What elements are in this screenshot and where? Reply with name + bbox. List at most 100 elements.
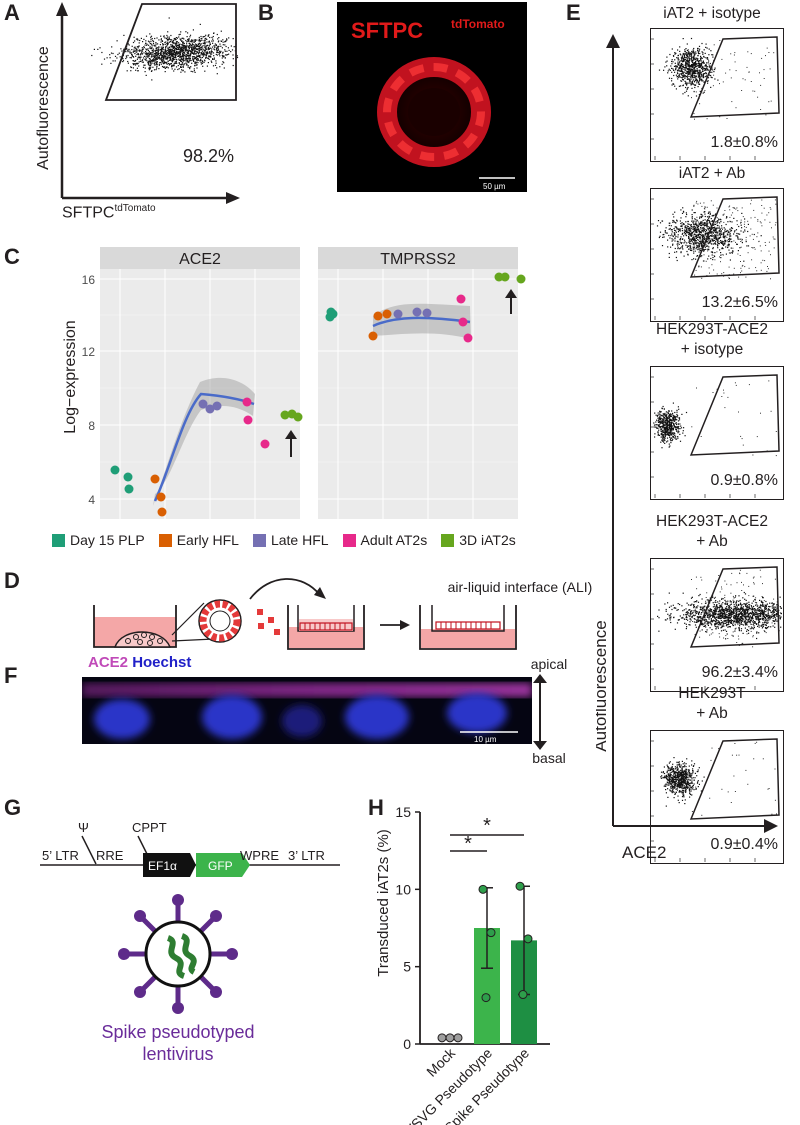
panel-e-plot-title: iAT2 + isotype bbox=[632, 4, 792, 24]
panel-e-title-line1: iAT2 + isotype bbox=[663, 5, 761, 22]
panel-c-ytick: 12 bbox=[82, 345, 96, 359]
legend-label: Adult AT2s bbox=[360, 532, 428, 548]
panel-e-title-line2: + Ab bbox=[696, 705, 728, 722]
panel-e-facs-plot bbox=[650, 366, 784, 500]
panel-h-tick-label: 5 bbox=[403, 959, 411, 975]
panel-h-point bbox=[453, 1033, 463, 1043]
panel-c-ytick: 8 bbox=[88, 419, 95, 433]
panel-b-title-main: SFTPC bbox=[351, 18, 423, 43]
panel-label-c: C bbox=[4, 244, 20, 269]
panel-g-ltr5: 5’ LTR bbox=[42, 848, 79, 863]
panel-h-point bbox=[445, 1033, 455, 1043]
panel-e-percent: 1.8±0.8% bbox=[710, 134, 779, 151]
panel-g-gfp: GFP bbox=[208, 859, 233, 873]
legend-item: Day 15 PLP bbox=[52, 532, 145, 548]
panel-a-percent: 98.2% bbox=[183, 146, 234, 166]
panel-f-axis-arrow bbox=[533, 674, 547, 750]
panel-e-facs-plot bbox=[650, 558, 784, 692]
panel-label-g: G bbox=[4, 795, 22, 820]
panel-e-xlabel: ACE2 bbox=[622, 843, 667, 862]
panel-h-point bbox=[515, 881, 525, 891]
legend-swatch bbox=[52, 533, 65, 547]
virus-icon bbox=[118, 894, 238, 1014]
legend-label: Late HFL bbox=[270, 532, 329, 548]
panel-label-d: D bbox=[4, 568, 20, 593]
legend-swatch bbox=[158, 533, 172, 547]
panel-b-microscopy-image: SFTPC tdTomato 50 µm bbox=[337, 2, 527, 192]
panel-a-xlabel-sup: tdTomato bbox=[114, 203, 156, 214]
panel-h-tick-label: 15 bbox=[395, 804, 411, 820]
panel-e-facs-plot bbox=[650, 188, 784, 322]
panel-b-scalebar: 50 µm bbox=[483, 182, 506, 191]
panel-c-facet-ace2: ACE2 bbox=[179, 251, 221, 268]
panel-h-sig-star: * bbox=[483, 815, 491, 837]
panel-c-ytick: 4 bbox=[88, 493, 95, 507]
legend-item: Early HFL bbox=[158, 532, 239, 548]
panel-e-plot-title: HEK293T + Ab bbox=[632, 684, 792, 724]
panel-e-title-line1: HEK293T bbox=[678, 685, 746, 702]
panel-e-percent: 13.2±6.5% bbox=[701, 294, 778, 311]
panel-e-facs-plot bbox=[650, 730, 784, 864]
panel-h-point bbox=[481, 993, 491, 1003]
legend-label: 3D iAT2s bbox=[459, 532, 516, 548]
panel-e-ylabel: Autofluorescence bbox=[596, 620, 610, 751]
panel-e-axes: Autofluorescence bbox=[596, 34, 778, 833]
panel-e-plot-title: iAT2 + Ab bbox=[632, 164, 792, 184]
panel-h-point bbox=[437, 1033, 447, 1043]
panel-g-caption-line2: lentivirus bbox=[142, 1044, 213, 1064]
panel-c-legend: Day 15 PLP Early HFL Late HFL Adult AT2s… bbox=[52, 532, 530, 548]
panel-g-wpre: WPRE bbox=[240, 848, 279, 863]
panel-e-title-line1: HEK293T-ACE2 bbox=[656, 321, 768, 338]
panel-b-title-sup: tdTomato bbox=[451, 17, 505, 31]
panel-e-title-line2: + isotype bbox=[680, 341, 744, 358]
panel-f-scalebar: 10 µm bbox=[474, 735, 497, 744]
legend-label: Day 15 PLP bbox=[70, 532, 145, 548]
panel-e-percent: 0.9±0.8% bbox=[710, 472, 779, 489]
panel-g-psi: Ψ bbox=[78, 820, 89, 835]
legend-swatch bbox=[441, 533, 455, 547]
panel-label-a: A bbox=[4, 0, 20, 25]
panel-e-title-line2: + Ab bbox=[696, 533, 728, 550]
panel-h-point bbox=[523, 934, 533, 944]
panel-h-tick-label: 0 bbox=[403, 1036, 411, 1052]
panel-c-points-ace2 bbox=[110, 397, 303, 517]
panel-h-sig-star: * bbox=[464, 833, 472, 855]
legend-swatch bbox=[252, 533, 266, 547]
panel-a-xlabel: SFTPCtdTomato bbox=[62, 203, 156, 222]
panel-e-percent: 0.9±0.4% bbox=[710, 836, 779, 853]
panel-g-rre: RRE bbox=[96, 848, 124, 863]
panel-label-b: B bbox=[258, 0, 274, 25]
panel-f-stain-ace2: ACE2 bbox=[88, 654, 129, 671]
panel-g-cppt: CPPT bbox=[132, 820, 167, 835]
panel-c-points-tmprss2 bbox=[325, 272, 526, 343]
panel-e-title-line1: iAT2 + Ab bbox=[678, 165, 746, 182]
panel-c-ytick: 16 bbox=[82, 273, 96, 287]
panel-h-ylabel: Transduced iAT2s (%) bbox=[375, 829, 392, 977]
panel-h-tick-label: 10 bbox=[395, 881, 411, 897]
panel-g-caption-line1: Spike pseudotyped bbox=[101, 1022, 254, 1042]
legend-item: Late HFL bbox=[252, 532, 329, 548]
panel-e-plot-title: HEK293T-ACE2 + Ab bbox=[632, 512, 792, 552]
panel-a-facs-plot: Autofluorescence 98.2% bbox=[35, 2, 240, 204]
panel-h-point bbox=[518, 990, 528, 1000]
panel-f-stain-labels: ACE2 Hoechst bbox=[88, 654, 191, 671]
panel-h-point bbox=[478, 884, 488, 894]
panel-e-facs-plot bbox=[650, 28, 784, 162]
panel-d-schematic: air-liquid interface (ALI) bbox=[93, 578, 593, 650]
panel-g-ltr3: 3’ LTR bbox=[288, 848, 325, 863]
panel-d-ali-label: air-liquid interface (ALI) bbox=[448, 579, 593, 595]
panel-g-lentivirus-schematic: Ψ CPPT 5’ LTR RRE EF1α GFP WPRE 3’ LTR S… bbox=[40, 820, 340, 1064]
panel-f-stain-hoechst: Hoechst bbox=[132, 654, 192, 671]
panel-label-f: F bbox=[4, 663, 18, 688]
panel-c-facet-tmprss2: TMPRSS2 bbox=[380, 251, 456, 268]
legend-swatch bbox=[342, 533, 356, 547]
legend-item: Adult AT2s bbox=[342, 532, 428, 548]
panel-label-h: H bbox=[368, 795, 384, 820]
panel-c-ylabel: Log−expression bbox=[62, 320, 79, 433]
panel-f-apical-label: apical bbox=[530, 656, 568, 672]
panel-c-expression-chart: Log−expression ACE2 TMPRSS2 16 12 8 4 bbox=[62, 247, 526, 519]
panel-a-xlabel-main: SFTPC bbox=[62, 204, 115, 222]
legend-item: 3D iAT2s bbox=[441, 532, 516, 548]
legend-label: Early HFL bbox=[176, 532, 239, 548]
